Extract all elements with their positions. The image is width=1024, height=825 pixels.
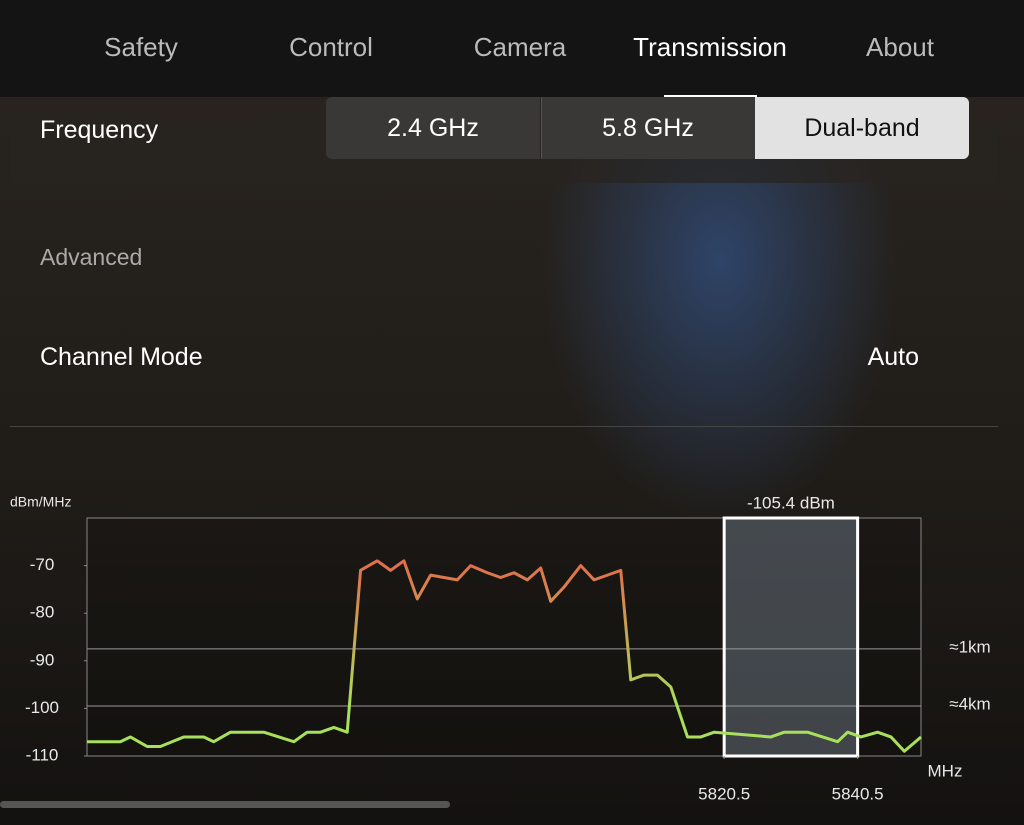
- y-tick-label: -90: [30, 650, 55, 669]
- y-tick-label: -100: [25, 698, 59, 717]
- x-tick-label: 5820.5: [698, 784, 750, 803]
- tab-bar: [0, 0, 1024, 97]
- spectrum-line: [87, 559, 922, 753]
- channel-highlight: [722, 516, 860, 758]
- frequency-option[interactable]: Dual-band: [755, 97, 969, 159]
- y-tick-label: -110: [26, 745, 59, 764]
- channel-mode-label: Channel Mode: [40, 343, 203, 371]
- channel-mode-value[interactable]: Auto: [867, 343, 919, 371]
- tab[interactable]: Control: [289, 32, 373, 62]
- frequency-option[interactable]: 2.4 GHz: [326, 97, 540, 159]
- y-axis-label: dBm/MHz: [10, 494, 71, 510]
- section-header: Advanced: [40, 244, 143, 270]
- tab[interactable]: About: [866, 32, 934, 62]
- frequency-label: Frequency: [40, 116, 159, 144]
- tab-indicator: [664, 95, 757, 98]
- frequency-option[interactable]: 5.8 GHz: [540, 97, 755, 159]
- plot-area: [86, 517, 922, 757]
- tab[interactable]: Transmission: [633, 32, 787, 62]
- y-tick-label: -80: [30, 603, 55, 622]
- x-tick-label: 5840.5: [832, 784, 884, 803]
- tab[interactable]: Camera: [473, 32, 567, 62]
- reference-label: ≈4km: [949, 695, 990, 714]
- tab[interactable]: Safety: [104, 32, 178, 62]
- divider: [10, 426, 998, 427]
- scrollbar: [0, 801, 450, 808]
- reference-label: ≈1km: [949, 637, 990, 656]
- x-axis-label: MHz: [928, 761, 963, 780]
- y-tick-label: -70: [30, 555, 55, 574]
- highlight-label: -105.4 dBm: [747, 493, 835, 512]
